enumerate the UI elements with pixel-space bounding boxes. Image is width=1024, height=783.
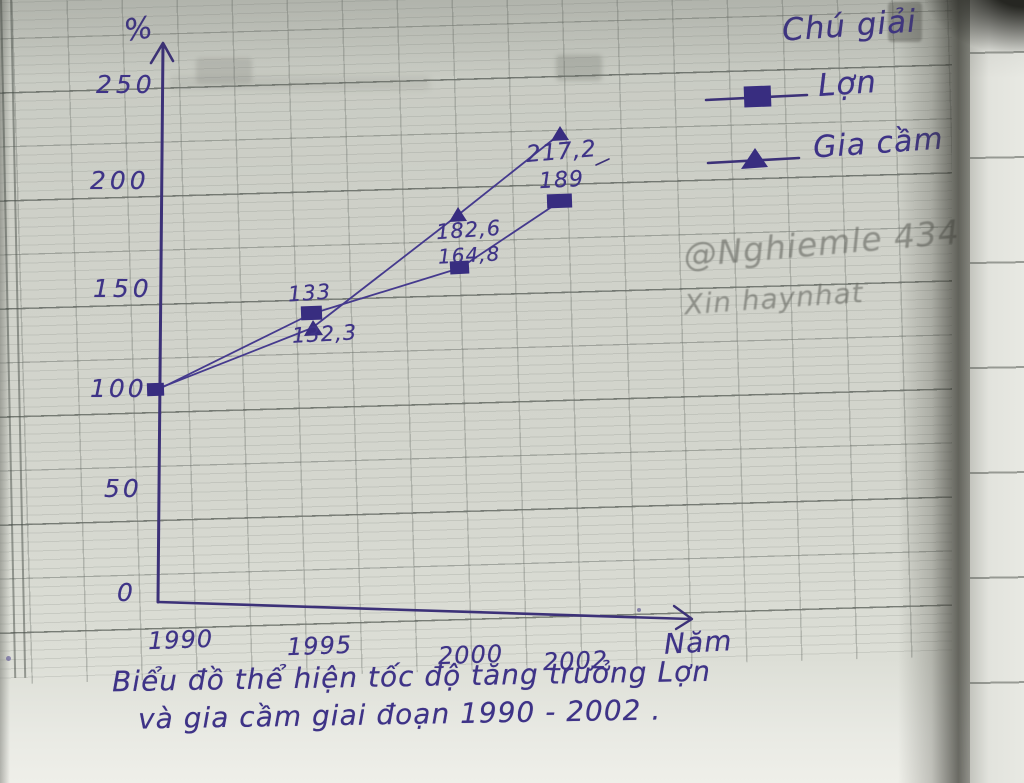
erased-mark: [556, 55, 602, 81]
data-label-giacam-1995: 132,3: [291, 320, 358, 348]
erased-writing-ghost: [170, 76, 430, 90]
x-tick-1990: 1990: [147, 624, 214, 656]
lon-marker-2000: [449, 260, 470, 275]
ink-speck: [6, 656, 11, 661]
x-axis-line: [156, 600, 692, 621]
giacam-marker-2000: [449, 207, 467, 222]
y-tick-150: 150: [93, 274, 153, 303]
y-tick-50: 50: [104, 474, 142, 503]
data-label-lon-1995: 133: [287, 279, 332, 307]
lon-marker-1990: [146, 382, 165, 397]
y-tick-200: 200: [90, 166, 150, 195]
ink-speck: [637, 608, 641, 612]
y-tick-100: 100: [90, 374, 147, 403]
lon-marker-1995: [300, 305, 323, 321]
data-label-lon-2002: 189: [538, 166, 585, 195]
legend-square-icon: [743, 85, 772, 108]
lon-marker-2002: [546, 193, 573, 209]
y-tick-250: 250: [96, 70, 156, 99]
lon-series-line: [156, 201, 560, 391]
page-gutter-shadow: [898, 0, 982, 783]
y-axis-line: [156, 42, 165, 604]
giacam-marker-2002: [551, 126, 569, 141]
dark-corner-shadow: [925, 0, 1024, 52]
next-page-edge: [970, 0, 1024, 783]
giacam-series-line: [156, 133, 561, 390]
legend-triangle-icon: [741, 148, 768, 169]
next-page-ruling: [970, 0, 1024, 783]
label-leader-dash: [595, 158, 610, 166]
giacam-marker-1995: [304, 320, 323, 336]
data-label-lon-2000: 164,8: [437, 241, 501, 269]
data-label-giacam-2000: 182,6: [435, 215, 502, 245]
y-tick-0: 0: [117, 578, 134, 607]
x-tick-1995: 1995: [286, 630, 353, 662]
y-axis-arrow-icon: [149, 41, 175, 65]
x-axis-arrow-icon: [672, 604, 694, 631]
y-axis-unit: %: [121, 10, 156, 49]
legend-label-lon: Lợn: [816, 63, 879, 105]
erased-mark: [196, 58, 252, 84]
